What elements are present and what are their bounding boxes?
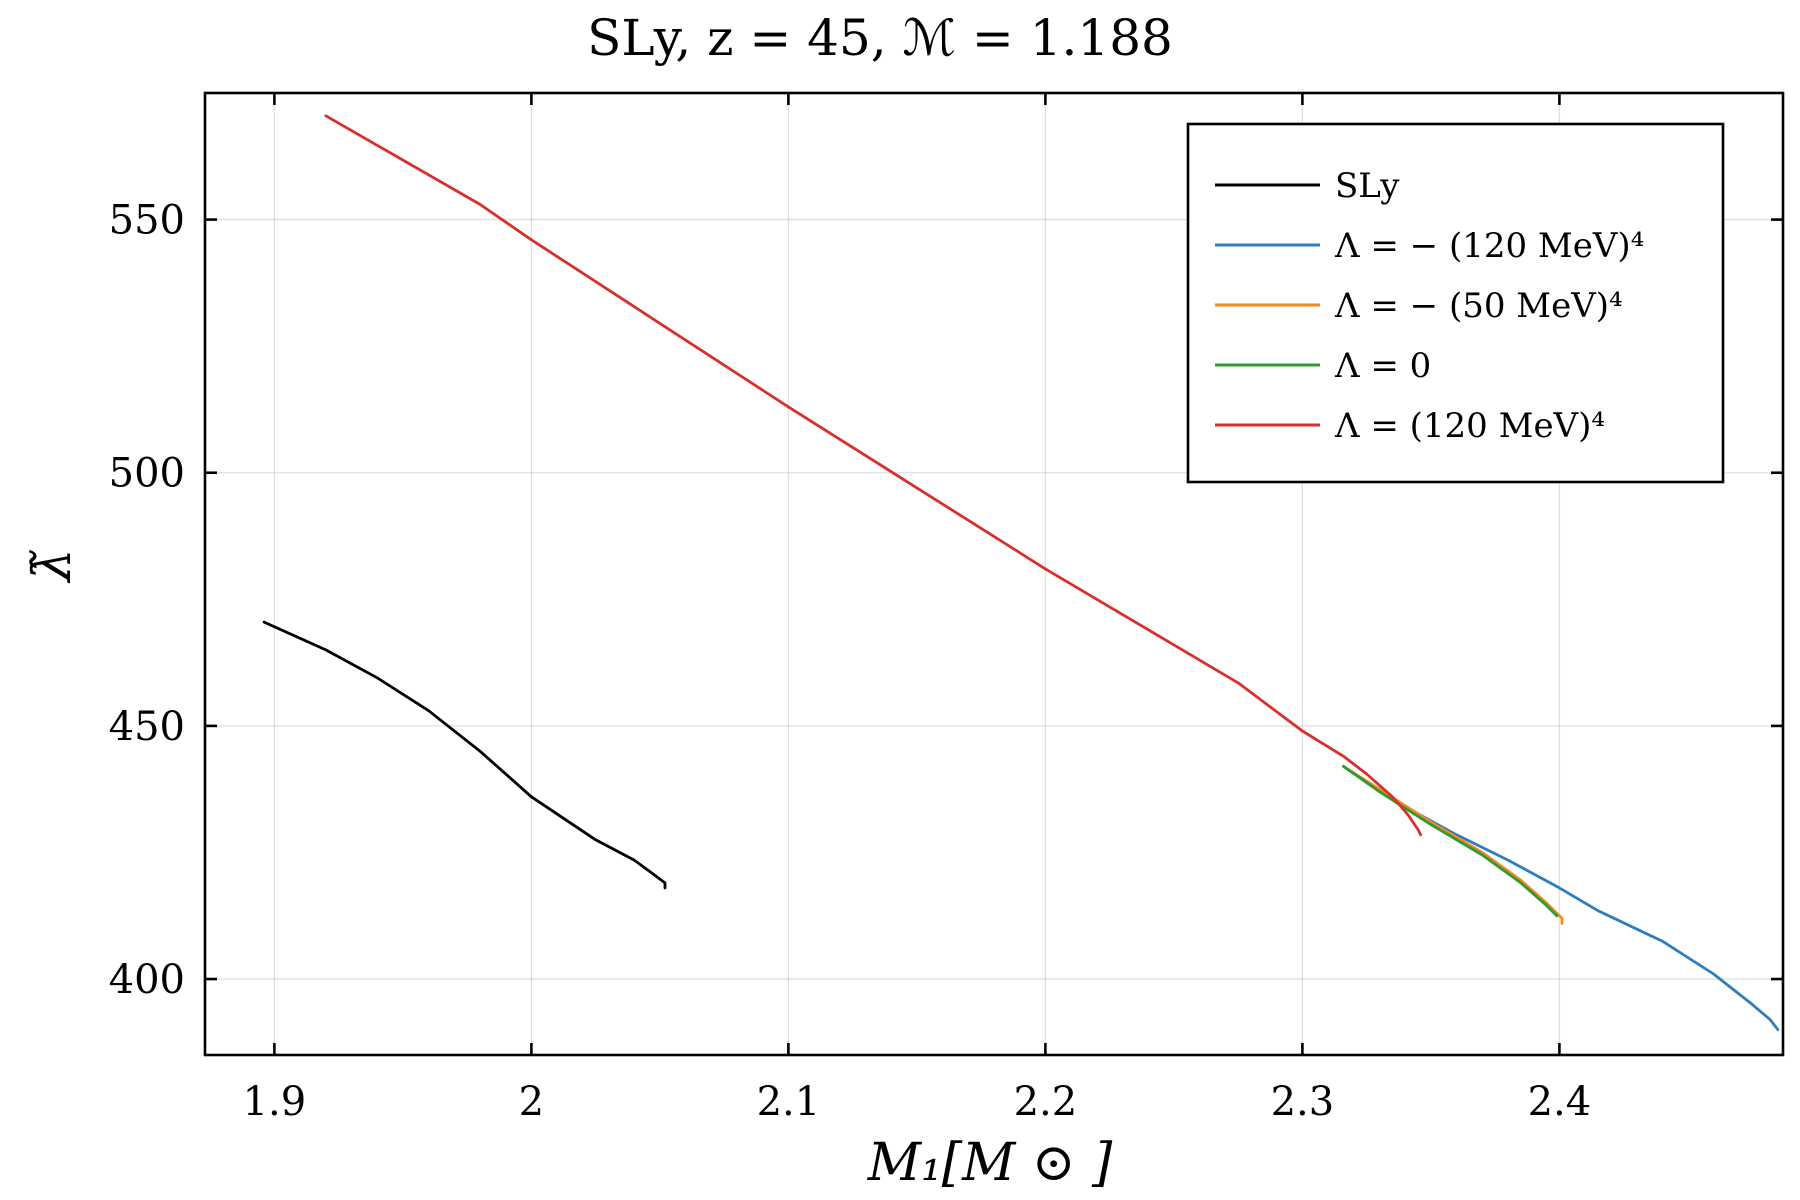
- y-tick-label: 550: [109, 198, 185, 244]
- x-tick-label: 2.1: [757, 1079, 821, 1125]
- legend-label-3: Λ = 0: [1334, 346, 1431, 386]
- x-tick-label: 2: [519, 1079, 544, 1125]
- series-line-4: [324, 114, 1422, 837]
- series-line-1: [1342, 765, 1780, 1032]
- y-tick-label: 450: [109, 704, 185, 750]
- series-line-3: [1342, 765, 1559, 918]
- x-tick-label: 1.9: [243, 1079, 307, 1125]
- tick-layer: 1.9 2 2.1 2.2 2.3 2.4 400 450 500 550: [109, 93, 1783, 1125]
- x-tick-label: 2.4: [1528, 1079, 1592, 1125]
- legend-label-4: Λ = (120 MeV)⁴: [1334, 406, 1605, 446]
- series-layer: [262, 114, 1780, 1032]
- y-tick-label: 500: [109, 451, 185, 497]
- legend-label-2: Λ = − (50 MeV)⁴: [1334, 286, 1623, 326]
- legend-label-0: SLy: [1335, 166, 1400, 206]
- x-axis-label: M₁[M ⊙ ]: [867, 1133, 1113, 1193]
- plot-frame: [203, 91, 1785, 1057]
- legend-entries: SLy Λ = − (120 MeV)⁴ Λ = − (50 MeV)⁴ Λ = 0 Λ…: [1215, 166, 1644, 446]
- x-tick-label: 2.2: [1014, 1079, 1078, 1125]
- chart-title: SLy, z = 45, ℳ = 1.188: [587, 9, 1173, 67]
- legend-label-1: Λ = − (120 MeV)⁴: [1334, 226, 1644, 266]
- legend: SLy Λ = − (120 MeV)⁴ Λ = − (50 MeV)⁴ Λ = 0 Λ…: [1186, 122, 1725, 484]
- series-line-0: [262, 620, 667, 890]
- y-axis-label: λ̃: [23, 549, 83, 584]
- x-tick-label: 2.3: [1271, 1079, 1335, 1125]
- y-tick-label: 400: [109, 957, 185, 1003]
